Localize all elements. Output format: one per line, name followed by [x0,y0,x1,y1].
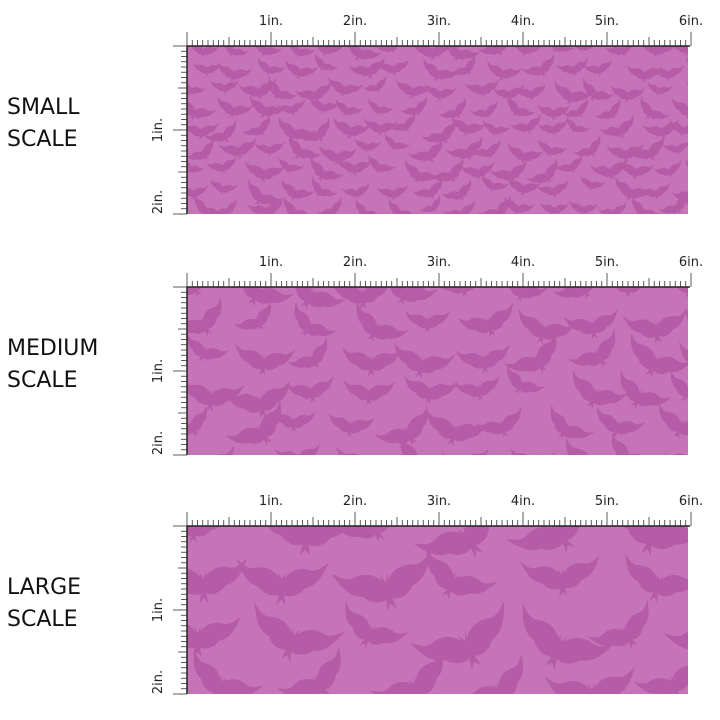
ruler-label: 1in. [151,598,166,622]
ruler-label: 4in. [511,14,535,29]
ruler-label: 4in. [511,494,535,509]
scale-panel: SMALL SCALE 1in. 2in. 3in. 4in. 5in. 6in. 1in. 2i… [7,14,718,248]
ruler-label: 1in. [259,494,283,509]
bat [170,219,208,246]
ruler-label: 2in. [151,670,166,694]
scale-panel: LARGE SCALE 1in. 2in. 3in. 4in. 5in. 6in. 1in. 2i… [7,494,703,695]
scale-label: SCALE [7,368,78,393]
bat [684,221,718,242]
ruler-label: 6in. [679,255,703,270]
bat [685,80,688,102]
ruler-label: 6in. [679,14,703,29]
ruler-label: 2in. [151,431,166,455]
bat [212,217,240,231]
bat [223,450,285,455]
ruler-label: 2in. [343,14,367,29]
bat [489,215,532,244]
ruler-label: 5in. [595,255,619,270]
bat [589,216,622,241]
scale-label: LARGE [7,575,81,600]
ruler-label: 1in. [151,118,166,142]
ruler-label: 3in. [427,494,451,509]
bat [395,215,424,239]
ruler-label: 2in. [151,190,166,214]
bat [307,223,345,247]
scale-label: SCALE [7,607,78,632]
ruler-label: 2in. [343,255,367,270]
ruler-label: 3in. [427,255,451,270]
bat [243,213,281,214]
scale-label: MEDIUM [7,336,98,361]
bat [455,213,497,214]
ruler-label: 3in. [427,14,451,29]
ruler-label: 1in. [259,255,283,270]
ruler-label: 5in. [595,14,619,29]
ruler-label: 6in. [679,494,703,509]
bat [431,221,470,240]
ruler-label: 2in. [343,494,367,509]
ruler-label: 1in. [259,14,283,29]
ruler-label: 1in. [151,359,166,383]
scale-label: SCALE [7,127,78,152]
bat [368,213,405,214]
bat [521,222,561,242]
bat [267,217,301,243]
ruler-label: 4in. [511,255,535,270]
scale-panel: MEDIUM SCALE 1in. 2in. 3in. 4in. 5in. 6in. 1in. 2… [7,255,703,456]
bat [336,217,363,231]
bat [656,216,690,239]
bat [560,221,600,244]
bat [613,216,653,248]
scale-label: SMALL [7,95,80,120]
ruler-label: 5in. [595,494,619,509]
